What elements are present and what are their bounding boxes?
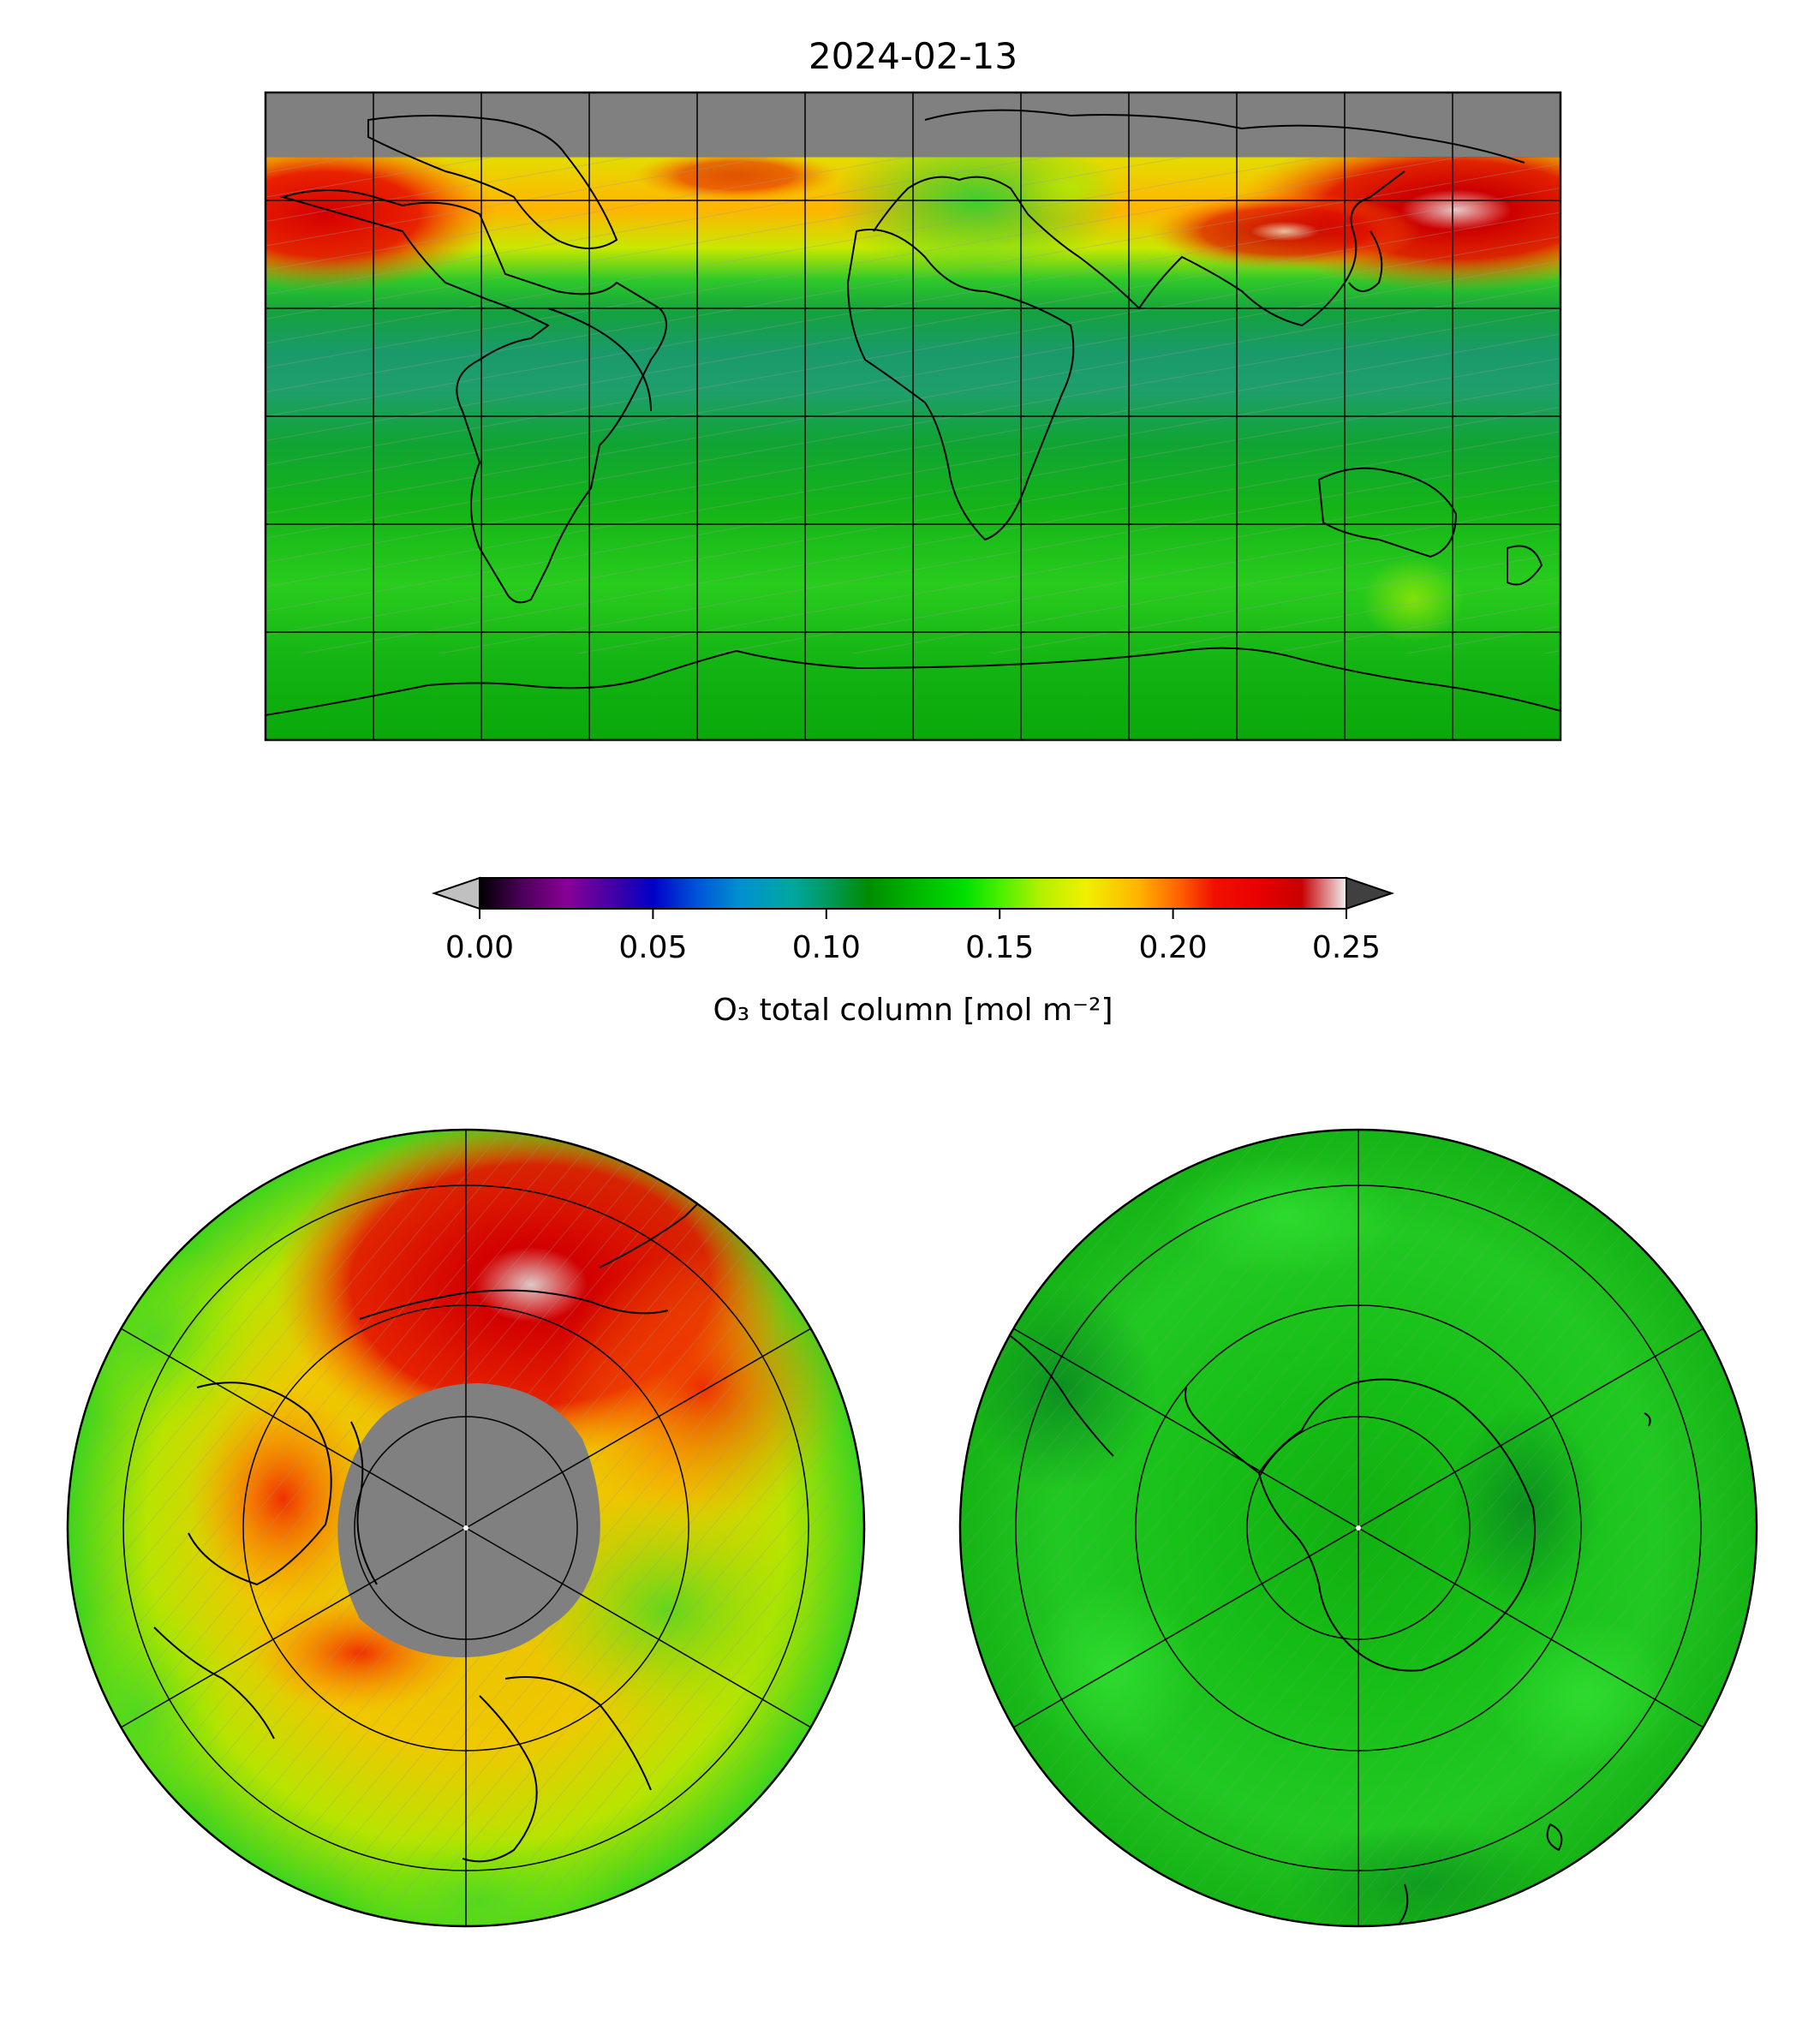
colorbar-bar <box>479 877 1347 910</box>
figure-title: 2024-02-13 <box>809 35 1017 77</box>
colorbar-under-extension <box>431 876 480 910</box>
colorbar-tick-label: 0.05 <box>618 930 687 965</box>
north-missing-data <box>337 1383 600 1657</box>
colorbar-ticks: 0.00 0.05 0.10 0.15 0.20 0.25 <box>445 909 1381 965</box>
south-coastlines <box>1010 1335 1651 1926</box>
colorbar-over-extension <box>1346 876 1395 910</box>
north-coastlines <box>153 1181 720 1863</box>
global-gridlines <box>266 92 1560 740</box>
colorbar: 0.00 0.05 0.10 0.15 0.20 0.25 O₃ total column… <box>431 876 1395 1028</box>
colorbar-tick-label: 0.20 <box>1139 930 1208 965</box>
colorbar-tick-label: 0.10 <box>792 930 861 965</box>
colorbar-tick-label: 0.00 <box>445 930 514 965</box>
antarctica-coastline <box>1257 1378 1536 1672</box>
south-polar-frame <box>958 1128 1758 1928</box>
north-polar-frame <box>66 1128 866 1928</box>
colorbar-label: O₃ total column [mol m⁻²] <box>713 993 1113 1028</box>
colorbar-tick-label: 0.25 <box>1312 930 1381 965</box>
global-map-frame <box>264 91 1562 742</box>
south-polar-map <box>958 1128 1758 1928</box>
north-polar-map <box>66 1128 866 1928</box>
colorbar-tick-label: 0.15 <box>965 930 1034 965</box>
global-map <box>264 91 1562 742</box>
